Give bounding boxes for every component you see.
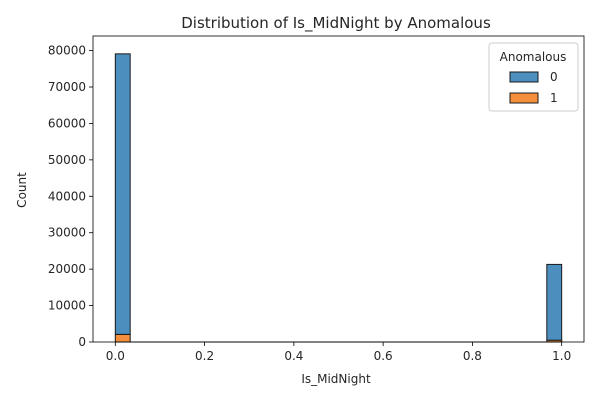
legend-swatch-0 (509, 71, 539, 83)
y-tick-label: 70000 (48, 80, 86, 94)
legend: Anomalous 0 1 (488, 42, 579, 112)
y-tick-label: 80000 (48, 44, 86, 58)
x-tick-label: 0.8 (463, 349, 482, 363)
plot-frame (92, 35, 585, 343)
y-tick-label: 40000 (48, 189, 86, 203)
y-tick-label: 30000 (48, 226, 86, 240)
y-tick-label: 0 (78, 335, 86, 349)
x-tick-label: 0.6 (374, 349, 393, 363)
x-tick-label: 0.2 (195, 349, 214, 363)
legend-label-1: 1 (550, 91, 558, 105)
bar-bin0-series-0 (114, 53, 131, 335)
y-tick-label: 20000 (48, 262, 86, 276)
x-tick-label: 0.0 (106, 349, 125, 363)
x-axis: 0.0 0.2 0.4 0.6 0.8 1.0 (106, 342, 571, 363)
legend-label-0: 0 (550, 70, 558, 84)
y-axis: 0 10000 20000 30000 40000 50000 60000 70000 8000… (48, 44, 93, 349)
y-tick-label: 50000 (48, 153, 86, 167)
chart-title: Distribution of Is_MidNight by Anomalous (181, 14, 491, 33)
y-tick-label: 10000 (48, 299, 86, 313)
x-tick-label: 1.0 (552, 349, 571, 363)
bar-bin0-series-1 (114, 333, 131, 343)
plot-area (92, 35, 585, 343)
legend-title: Anomalous (500, 50, 567, 64)
bar-bin1-series-0 (546, 263, 563, 341)
x-axis-label: Is_MidNight (301, 372, 371, 386)
y-axis-label: Count (15, 172, 29, 208)
x-tick-label: 0.4 (284, 349, 303, 363)
y-tick-label: 60000 (48, 116, 86, 130)
legend-swatch-1 (509, 92, 539, 104)
